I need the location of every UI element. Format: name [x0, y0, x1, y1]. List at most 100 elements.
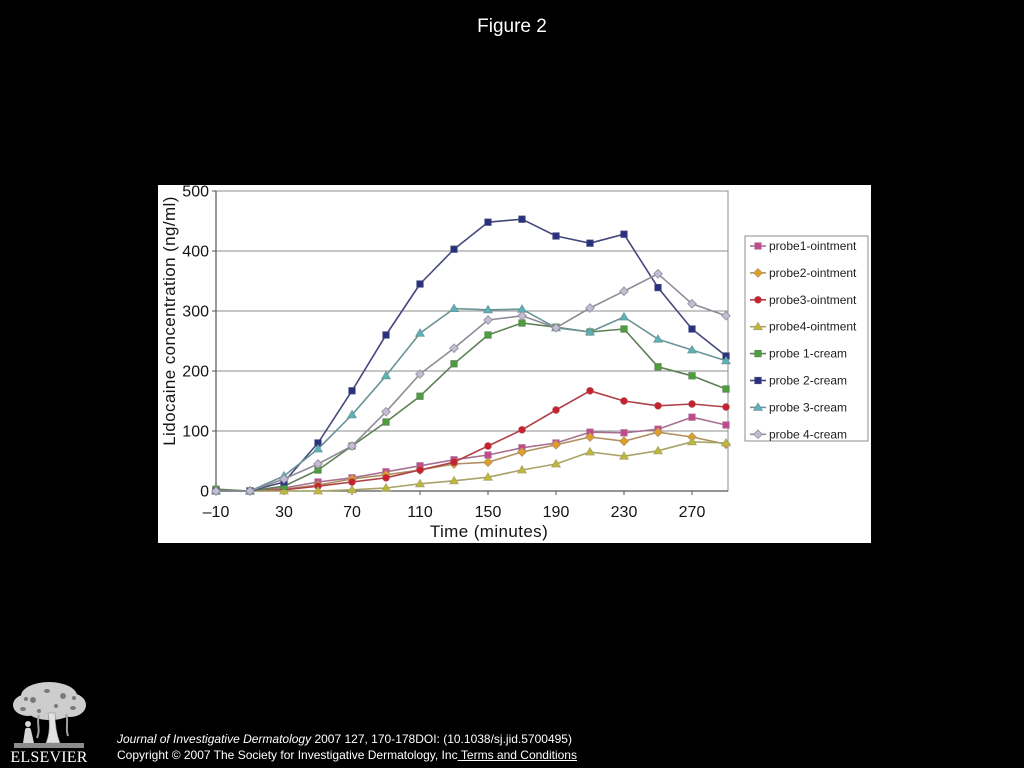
data-point-probe4-ointment [517, 464, 527, 474]
series-line-probe-1-cream [215, 322, 727, 492]
series-line-probe-3-cream [216, 307, 727, 492]
data-point-probe3-ointment [518, 426, 526, 434]
axes: 0 100 200 300 400 500 –10 30 70 110 150 190 230 270 [182, 185, 728, 521]
data-point-probe-3-cream [415, 328, 425, 337]
legend-marker [754, 242, 762, 250]
data-point-probe-2-cream [688, 325, 696, 333]
data-point-probe4-ointment [687, 436, 697, 446]
legend-label: probe 2-cream [769, 374, 847, 388]
data-point-probe-3-cream [313, 443, 323, 453]
data-point-probe2-ointment [483, 457, 493, 468]
data-point-probe-3-cream [381, 370, 391, 380]
data-point-probe-4-cream [313, 459, 323, 469]
x-tick-label: 30 [275, 504, 293, 521]
y-tick-label: 0 [200, 484, 209, 501]
data-point-probe-1-cream [518, 319, 526, 327]
legend-entry-probe-4-cream: probe 4-cream [750, 427, 847, 441]
x-tick-label: 150 [475, 504, 502, 521]
data-point-probe3-ointment [620, 397, 628, 405]
legend-label: probe 1-cream [769, 347, 847, 361]
data-point-probe-4-cream [687, 298, 697, 309]
citation-details: 2007 127, 170-178DOI: (10.1038/sj.jid.57… [314, 732, 572, 746]
data-point-probe-1-cream [654, 363, 662, 371]
data-point-probe-2-cream [620, 230, 628, 238]
series-probe2-ointment [211, 427, 731, 496]
data-point-probe4-ointment [415, 478, 425, 488]
data-point-probe-2-cream [484, 218, 492, 226]
data-point-probe1-ointment [484, 451, 492, 459]
data-point-probe-4-cream [483, 315, 493, 325]
legend-entry-probe-1-cream: probe 1-cream [750, 347, 847, 361]
x-tick-label: 110 [407, 504, 433, 521]
terms-and-conditions-link[interactable]: Terms and Conditions [460, 748, 577, 762]
legend-entry-probe4-ointment: probe4-ointment [750, 320, 857, 334]
data-point-probe-2-cream [416, 280, 424, 288]
data-point-probe-1-cream [722, 385, 730, 393]
data-point-probe3-ointment [450, 458, 458, 466]
data-point-probe-1-cream [382, 418, 390, 426]
legend-entry-probe-3-cream: probe 3-cream [750, 400, 847, 414]
data-point-probe-3-cream [687, 344, 697, 354]
lidocaine-concentration-line-chart: 0 100 200 300 400 500 –10 30 70 110 150 190 230 270 p… [160, 185, 869, 541]
data-point-probe-2-cream [552, 232, 560, 240]
data-point-probe-4-cream [721, 310, 731, 321]
legend-label: probe1-ointment [769, 239, 857, 253]
legend-label: probe4-ointment [769, 320, 857, 334]
data-point-probe-4-cream [619, 286, 629, 297]
gridlines [215, 190, 729, 492]
data-point-probe-2-cream [586, 239, 594, 247]
series-line-probe-4-cream [216, 273, 727, 492]
data-point-probe-4-cream [551, 322, 561, 333]
data-point-probe-4-cream [347, 441, 357, 451]
data-point-probe-4-cream [211, 486, 221, 496]
legend-marker [754, 376, 762, 385]
data-point-probe-4-cream [381, 406, 391, 417]
data-point-probe2-ointment [517, 447, 527, 457]
legend-marker [753, 268, 763, 278]
y-axis-title: Lidocaine concentration (ng/ml) [160, 196, 179, 446]
data-point-probe-2-cream [654, 284, 662, 292]
series-line-probe2-ointment [216, 431, 727, 492]
legend-entry-probe1-ointment: probe1-ointment [750, 239, 857, 253]
figure-chart-panel: 0 100 200 300 400 500 –10 30 70 110 150 190 230 270 p… [158, 185, 871, 543]
data-point-probe-1-cream [450, 360, 458, 368]
data-point-probe-2-cream [382, 331, 390, 339]
series-line-probe1-ointment [216, 416, 727, 492]
legend-entry-probe2-ointment: probe2-ointment [750, 266, 857, 280]
data-point-probe3-ointment [552, 406, 560, 414]
y-tick-label: 300 [182, 304, 209, 321]
data-point-probe-1-cream [620, 325, 628, 333]
data-series [211, 215, 731, 496]
figure-body [23, 727, 34, 743]
journal-name: Journal of Investigative Dermatology [117, 732, 312, 746]
data-point-probe4-ointment [721, 437, 731, 447]
data-point-probe-4-cream [449, 343, 459, 354]
y-tick-label: 400 [182, 244, 209, 261]
slide-title: Figure 2 [477, 16, 547, 37]
data-point-probe3-ointment [688, 400, 696, 408]
x-tick-label: –10 [203, 504, 230, 521]
legend-marker [753, 402, 763, 411]
y-tick-label: 500 [182, 185, 209, 201]
crown-texture [20, 689, 76, 713]
data-point-probe-3-cream [585, 326, 595, 336]
series-probe-3-cream [211, 303, 731, 495]
data-point-probe4-ointment [449, 475, 459, 485]
data-point-probe1-ointment [688, 413, 696, 421]
legend-marker [754, 296, 762, 304]
data-point-probe4-ointment [381, 482, 391, 492]
data-point-probe-3-cream [347, 409, 357, 419]
legend-marker [754, 349, 762, 358]
elsevier-tree-emblem [13, 682, 86, 748]
data-point-probe-1-cream [484, 331, 492, 339]
data-point-probe1-ointment [722, 421, 730, 429]
data-point-probe-3-cream [449, 303, 459, 312]
data-point-probe2-ointment [653, 427, 663, 438]
data-point-probe-2-cream [348, 387, 356, 395]
legend-entry-probe-2-cream: probe 2-cream [750, 374, 847, 388]
legend-marker [753, 321, 763, 331]
x-axis-title: Time (minutes) [430, 522, 548, 541]
data-point-probe3-ointment [722, 403, 730, 411]
legend-entry-probe3-ointment: probe3-ointment [750, 293, 857, 307]
x-tick-label: 190 [543, 504, 570, 521]
